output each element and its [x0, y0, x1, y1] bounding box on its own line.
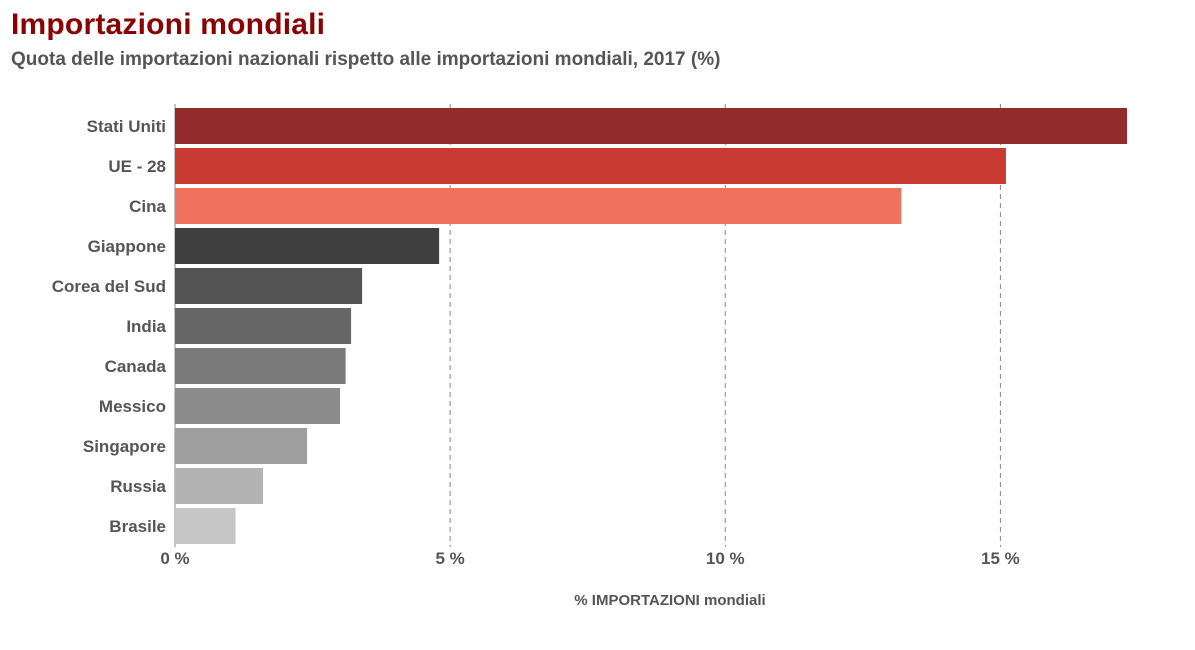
bar-messico	[175, 388, 341, 424]
category-label: Stati Uniti	[87, 117, 166, 136]
x-tick-label: 0 %	[160, 549, 189, 568]
chart-subtitle: Quota delle importazioni nazionali rispe…	[11, 49, 721, 70]
category-label: Cina	[129, 197, 166, 216]
category-label: Messico	[99, 397, 166, 416]
x-axis-title: % IMPORTAZIONI mondiali	[574, 592, 765, 609]
bar-ue-28	[175, 148, 1006, 184]
x-tick-label: 15 %	[981, 549, 1020, 568]
bar-brasile	[175, 508, 236, 544]
bar-russia	[175, 468, 264, 504]
bar-giappone	[175, 228, 440, 264]
x-tick-label: 5 %	[435, 549, 464, 568]
x-tick-label: 10 %	[706, 549, 745, 568]
bar-india	[175, 308, 352, 344]
chart-title: Importazioni mondiali	[11, 8, 326, 41]
bar-stati-uniti	[175, 108, 1127, 144]
category-label: Canada	[105, 357, 167, 376]
bar-corea-del-sud	[175, 268, 363, 304]
category-label: India	[126, 317, 166, 336]
bar-canada	[175, 348, 346, 384]
bar-cina	[175, 188, 902, 224]
category-label: Singapore	[83, 437, 166, 456]
category-label: UE - 28	[108, 157, 166, 176]
category-label: Russia	[110, 477, 166, 496]
category-label: Corea del Sud	[52, 277, 166, 296]
category-label: Giappone	[88, 237, 166, 256]
category-label: Brasile	[109, 517, 166, 536]
bar-singapore	[175, 428, 308, 464]
